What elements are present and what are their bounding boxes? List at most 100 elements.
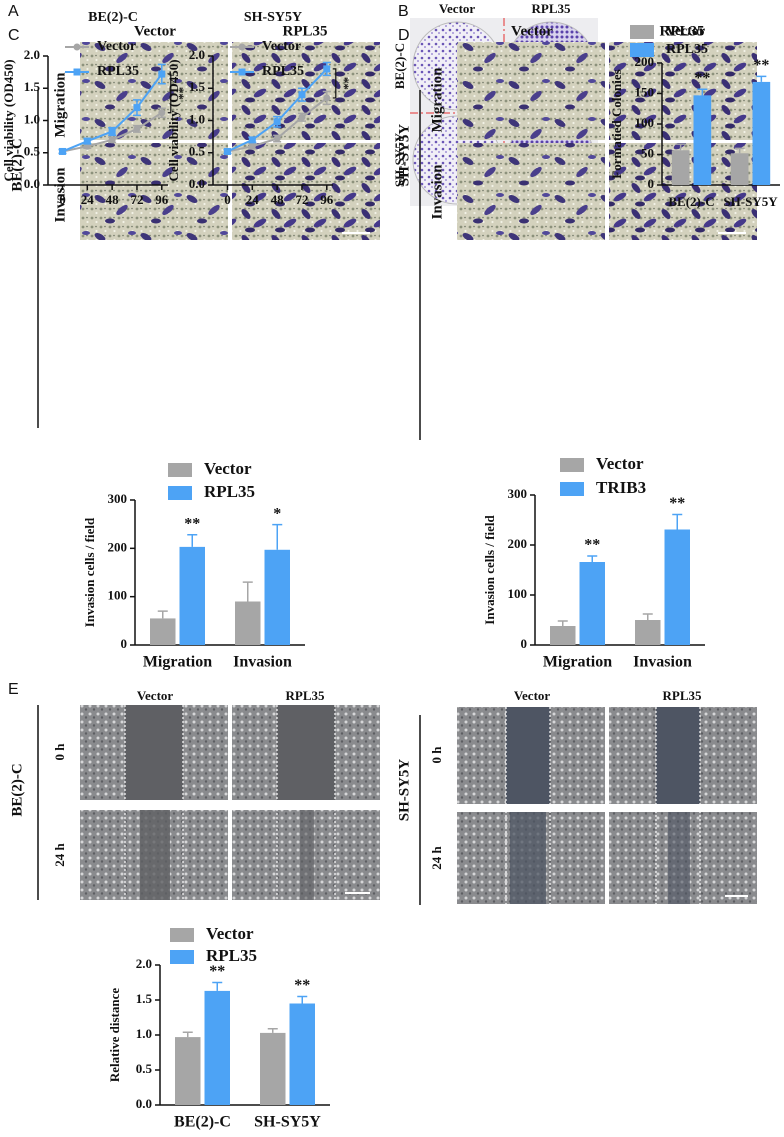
legend-label: Vector [596,454,644,473]
error-bar [756,75,767,82]
marker [323,94,331,102]
legend-label: RPL35 [262,64,304,79]
wound-gap [510,812,546,904]
image-stain [457,42,605,140]
legend-label: Vector [97,39,136,54]
wound-gap [140,810,170,900]
bar [550,626,576,645]
error-bar [557,620,568,626]
x-tick-label: BE(2)-C [668,194,714,209]
y-tick-label: 1.5 [24,79,41,94]
row-label: Invasion [429,164,445,220]
annotation: ** [209,963,225,980]
legend-swatch [560,482,584,496]
y-tick-label: 50 [641,145,654,160]
x-tick-label: 48 [271,192,285,207]
y-axis-label: Relative distance [107,988,122,1082]
x-tick-label: BE(2)-C [174,1114,231,1131]
bar [260,1032,286,1105]
column-label: Vector [514,688,551,703]
wound-gap [656,707,700,804]
bar [175,1037,201,1105]
x-tick-label: Migration [543,654,612,671]
error-bar [212,981,223,991]
wound-images [37,705,757,905]
y-tick-label: 0.5 [136,1061,153,1076]
annotation: ** [337,77,352,90]
y-tick-label: 1.5 [136,991,153,1006]
group-label: SH-SY5Y [396,124,412,187]
bar [579,562,605,645]
x-tick-label: 24 [81,192,95,207]
column-label: RPL35 [532,1,572,16]
panel-letter: A [8,3,19,20]
legend-swatch [560,458,584,472]
error-bar [182,1031,193,1038]
y-tick-label: 2.0 [24,47,40,62]
legend-swatch [170,950,194,964]
error-bar [697,88,708,96]
group-label: BE(2)-C [9,138,25,191]
y-axis-label: Cell viability (OD450) [1,59,16,181]
column-label: RPL35 [286,688,326,703]
legend-label: RPL35 [97,64,139,79]
x-tick-label: 96 [155,192,169,207]
chart-title: BE(2)-C [88,10,138,25]
y-tick-label: 0.5 [24,144,41,159]
x-tick-label: SH-SY5Y [723,194,778,209]
y-tick-label: 0.0 [136,1096,152,1111]
image-stain [609,42,757,140]
x-tick-label: SH-SY5Y [254,1114,321,1131]
annotation: ** [753,57,769,74]
marker [108,127,116,135]
legend-swatch [170,928,194,942]
legend-label: Vector [666,24,705,39]
legend-label: RPL35 [206,946,257,965]
error-bar [157,610,168,619]
column-label: RPL35 [283,23,328,39]
y-tick-label: 0 [648,176,655,191]
marker [223,147,231,155]
y-axis-label: Invasion cells / field [482,515,497,625]
image-stain [80,42,228,140]
y-tick-label: 150 [635,84,655,99]
wound-gap [300,810,314,900]
error-bar [642,613,653,620]
bar [235,601,261,645]
y-tick-label: 0.0 [189,176,205,191]
annotation: ** [584,537,600,554]
y-tick-label: 100 [508,586,528,601]
error-bar [272,523,283,550]
error-bar [187,534,198,547]
bar [693,95,712,185]
annotation: ** [669,495,685,512]
column-label: RPL35 [660,23,705,39]
legend-marker [238,68,246,76]
annotation: ** [172,87,187,100]
image-stain [457,143,605,240]
y-tick-label: 100 [108,588,128,603]
error-bar [672,513,683,530]
y-tick-label: 0.5 [189,144,206,159]
column-label: RPL35 [663,688,703,703]
annotation: ** [694,70,710,87]
legend-label: Vector [206,924,254,943]
x-tick-label: 96 [320,192,334,207]
row-label: 24 h [52,842,67,866]
annotation: ** [294,977,310,994]
marker [323,65,331,73]
bar [671,150,690,185]
y-axis-label: Formatied Colonies [609,69,624,178]
x-tick-label: Migration [143,654,212,671]
legend-marker [73,43,81,51]
row-label: Migration [429,67,445,133]
bracket [332,68,337,99]
row-label: 0 h [429,746,444,764]
bar [752,81,771,185]
error-bar [242,581,253,602]
annotation: ** [184,515,200,532]
error-bar [267,1027,278,1033]
error-bar [734,147,745,154]
y-tick-label: 2.0 [189,47,205,62]
